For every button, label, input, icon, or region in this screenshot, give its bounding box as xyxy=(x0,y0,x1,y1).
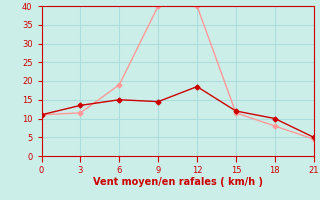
X-axis label: Vent moyen/en rafales ( km/h ): Vent moyen/en rafales ( km/h ) xyxy=(92,177,263,187)
